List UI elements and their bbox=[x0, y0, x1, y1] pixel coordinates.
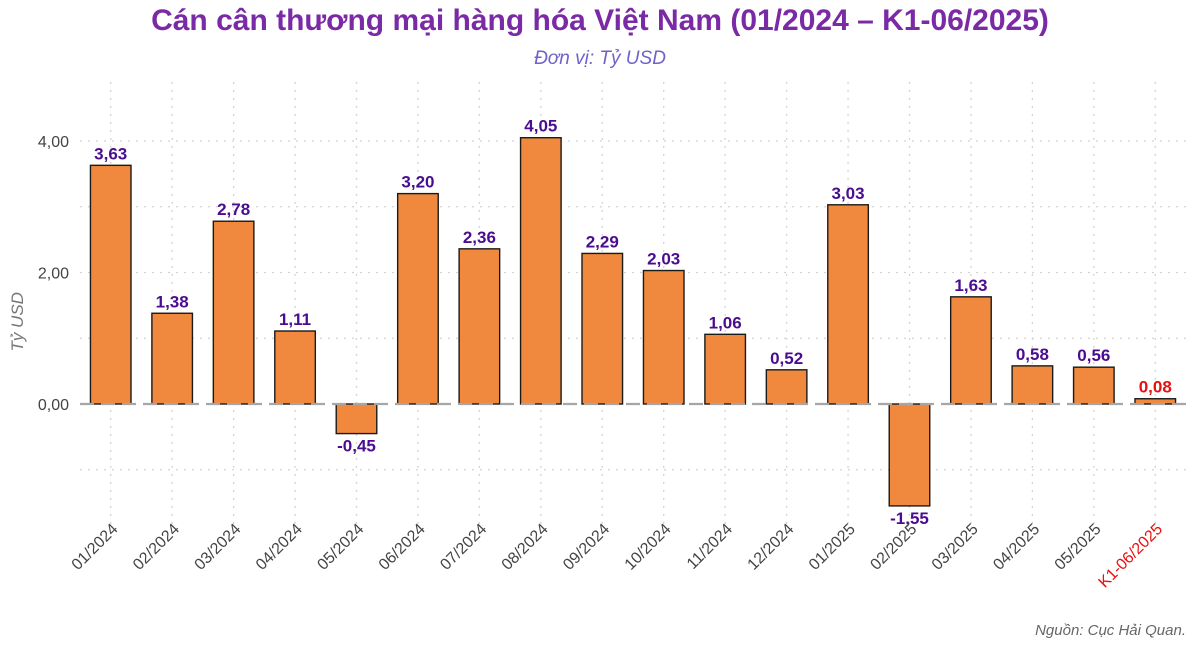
value-label: 3,20 bbox=[401, 173, 434, 192]
bar bbox=[151, 312, 194, 405]
bar bbox=[274, 330, 317, 405]
y-tick-label: 0,00 bbox=[38, 397, 69, 414]
x-tick-label: 03/2024 bbox=[192, 521, 245, 574]
value-label: 3,03 bbox=[832, 184, 865, 203]
bar bbox=[1072, 366, 1115, 405]
bar bbox=[212, 220, 255, 405]
y-tick-label: 2,00 bbox=[38, 266, 69, 283]
bar bbox=[949, 296, 992, 405]
bar bbox=[888, 403, 931, 507]
value-label: 0,08 bbox=[1139, 378, 1172, 397]
value-label: 1,11 bbox=[279, 310, 311, 329]
chart-subtitle: Đơn vị: Tỷ USD bbox=[534, 48, 666, 69]
value-label: 0,56 bbox=[1077, 346, 1110, 365]
x-tick-label: 05/2024 bbox=[314, 521, 367, 574]
bar bbox=[519, 137, 562, 405]
value-label: 1,06 bbox=[709, 313, 742, 332]
x-tick-label: 12/2024 bbox=[745, 521, 798, 574]
chart-title: Cán cân thương mại hàng hóa Việt Nam (01… bbox=[151, 4, 1049, 37]
value-label: 0,52 bbox=[770, 349, 803, 368]
bar bbox=[765, 369, 808, 405]
grid-layer bbox=[80, 81, 1186, 529]
x-tick-label: 01/2025 bbox=[806, 521, 859, 574]
x-tick-label: 01/2024 bbox=[69, 521, 122, 574]
value-label: -1,55 bbox=[890, 509, 929, 528]
y-tick-label: 4,00 bbox=[38, 134, 69, 151]
value-label-layer: 3,63 1,38 2,78 1,11 -0,45 3,20 2,36 4,05 2,29 2,0… bbox=[94, 117, 1172, 528]
value-label: 4,05 bbox=[524, 117, 557, 136]
bar bbox=[642, 269, 685, 405]
value-label: 2,29 bbox=[586, 232, 619, 251]
x-tick-label: 08/2024 bbox=[499, 521, 552, 574]
value-label: 2,03 bbox=[647, 250, 680, 269]
x-tick-label: 05/2025 bbox=[1052, 521, 1105, 574]
bar bbox=[827, 204, 870, 405]
bar bbox=[1011, 365, 1054, 405]
y-axis-label: Tỷ USD bbox=[8, 292, 27, 352]
x-tick-label: 11/2024 bbox=[684, 521, 736, 573]
bar bbox=[458, 248, 501, 405]
value-label: 1,63 bbox=[954, 276, 987, 295]
bar bbox=[581, 252, 624, 405]
x-tick-label: 04/2025 bbox=[990, 521, 1043, 574]
bar bbox=[396, 192, 439, 405]
x-tick-label: K1-06/2025 bbox=[1096, 521, 1167, 592]
bar bbox=[335, 403, 378, 435]
value-label: 2,78 bbox=[217, 200, 250, 219]
x-tick-label: 04/2024 bbox=[253, 521, 306, 574]
x-tick-label: 02/2025 bbox=[867, 521, 920, 574]
bar-layer bbox=[89, 137, 1177, 507]
x-tick-label: 03/2025 bbox=[929, 521, 982, 574]
value-label: -0,45 bbox=[337, 437, 376, 456]
x-tick-label: 09/2024 bbox=[560, 521, 613, 574]
x-tick-label: 07/2024 bbox=[437, 521, 490, 574]
value-label: 3,63 bbox=[94, 144, 127, 163]
x-tick-label: 06/2024 bbox=[376, 521, 429, 574]
source-note: Nguồn: Cục Hải Quan. bbox=[1035, 622, 1186, 639]
value-label: 0,58 bbox=[1016, 345, 1049, 364]
value-label: 2,36 bbox=[463, 228, 496, 247]
x-tick-label: 10/2024 bbox=[622, 521, 675, 574]
bar bbox=[89, 164, 132, 405]
bar bbox=[704, 333, 747, 405]
x-tick-label: 02/2024 bbox=[130, 521, 183, 574]
value-label: 1,38 bbox=[156, 292, 189, 311]
